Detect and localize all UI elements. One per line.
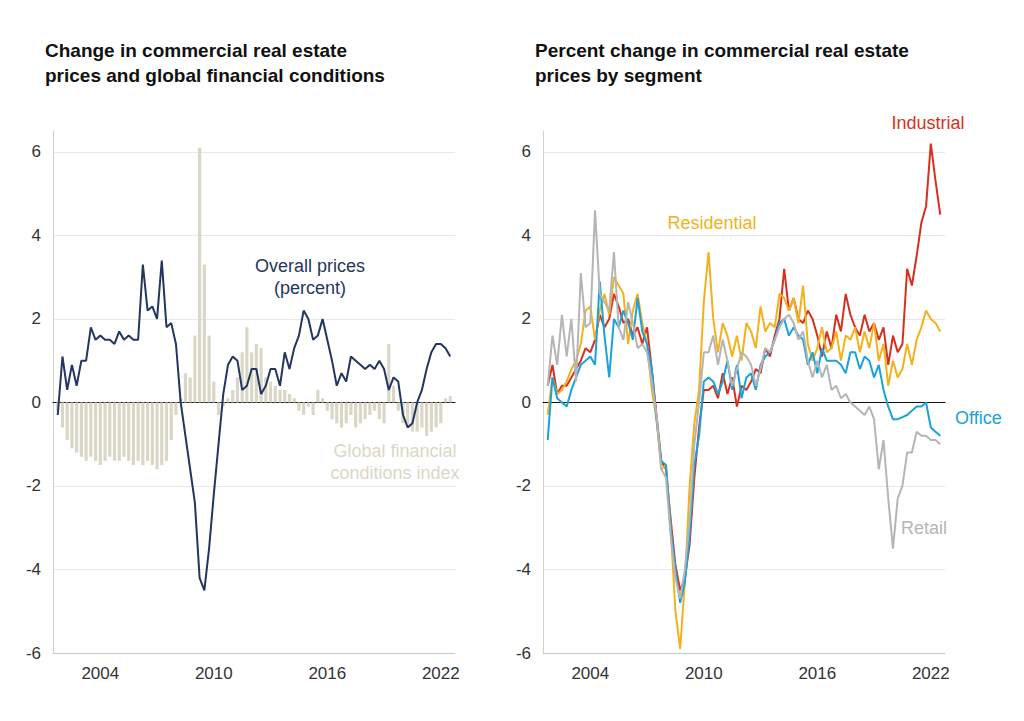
svg-text:2: 2 bbox=[32, 309, 41, 328]
svg-text:2004: 2004 bbox=[81, 664, 119, 683]
svg-text:2004: 2004 bbox=[571, 664, 609, 683]
svg-text:2010: 2010 bbox=[685, 664, 723, 683]
svg-text:Overall prices: Overall prices bbox=[255, 256, 365, 276]
svg-text:-2: -2 bbox=[516, 476, 531, 495]
svg-text:2022: 2022 bbox=[422, 664, 460, 683]
svg-text:-6: -6 bbox=[26, 644, 41, 663]
svg-text:prices and global financial co: prices and global financial conditions bbox=[45, 65, 385, 86]
svg-text:6: 6 bbox=[32, 142, 41, 161]
svg-text:-4: -4 bbox=[516, 560, 531, 579]
svg-text:Retail: Retail bbox=[901, 518, 947, 538]
svg-text:prices by segment: prices by segment bbox=[535, 65, 703, 86]
svg-text:2022: 2022 bbox=[912, 664, 950, 683]
svg-text:2: 2 bbox=[522, 309, 531, 328]
svg-text:Global financial: Global financial bbox=[333, 441, 456, 461]
svg-text:Residential: Residential bbox=[667, 213, 756, 233]
svg-text:2016: 2016 bbox=[798, 664, 836, 683]
svg-text:Change in commercial real esta: Change in commercial real estate bbox=[45, 40, 347, 61]
svg-text:-2: -2 bbox=[26, 476, 41, 495]
svg-text:Percent change in commercial r: Percent change in commercial real estate bbox=[535, 40, 909, 61]
svg-text:Office: Office bbox=[955, 408, 1002, 428]
svg-text:-6: -6 bbox=[516, 644, 531, 663]
svg-text:Industrial: Industrial bbox=[891, 113, 964, 133]
svg-text:4: 4 bbox=[522, 226, 531, 245]
svg-text:0: 0 bbox=[522, 393, 531, 412]
svg-text:-4: -4 bbox=[26, 560, 41, 579]
svg-text:(percent): (percent) bbox=[274, 278, 346, 298]
svg-text:6: 6 bbox=[522, 142, 531, 161]
svg-text:conditions index: conditions index bbox=[330, 463, 459, 483]
svg-text:4: 4 bbox=[32, 226, 41, 245]
svg-text:2010: 2010 bbox=[195, 664, 233, 683]
svg-text:2016: 2016 bbox=[308, 664, 346, 683]
svg-text:0: 0 bbox=[32, 393, 41, 412]
